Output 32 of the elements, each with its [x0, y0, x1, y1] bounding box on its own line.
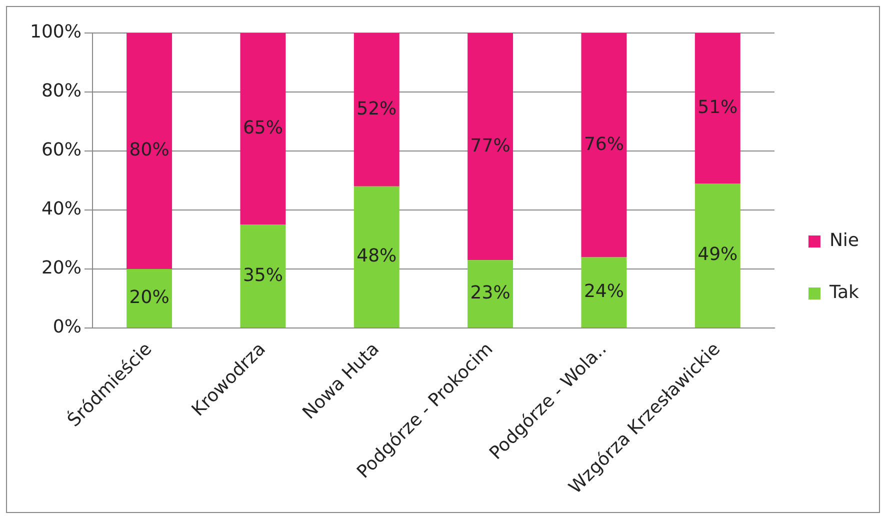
data-label: 65% [242, 118, 283, 139]
bar [468, 260, 514, 328]
y-tick-label: 0% [52, 316, 82, 338]
data-label: 20% [129, 286, 170, 308]
bar [354, 33, 400, 186]
data-label: 76% [584, 134, 624, 155]
y-tick-label: 40% [41, 198, 82, 220]
data-label: 24% [584, 281, 624, 302]
bar [581, 33, 627, 258]
data-label: 52% [356, 98, 397, 120]
y-tick-label: 100% [30, 22, 82, 43]
data-label: 23% [470, 282, 510, 304]
bar [126, 33, 172, 270]
legend-label: Nie [829, 230, 860, 252]
bar [354, 186, 400, 328]
bar [694, 33, 740, 184]
bar [694, 183, 740, 328]
bar [126, 269, 172, 328]
y-tick-label: 80% [41, 80, 82, 102]
legend-label: Tak [828, 282, 860, 304]
data-label: 35% [242, 264, 283, 286]
y-tick-label: 60% [41, 140, 82, 161]
bar [468, 33, 514, 260]
data-label: 49% [698, 244, 738, 266]
bar [240, 224, 286, 328]
data-label: 51% [698, 96, 738, 118]
data-label: 48% [356, 246, 397, 267]
data-label: 77% [470, 135, 510, 156]
bar [240, 33, 286, 225]
y-tick-label: 20% [41, 258, 82, 279]
data-label: 80% [129, 140, 170, 161]
bar [581, 257, 627, 328]
